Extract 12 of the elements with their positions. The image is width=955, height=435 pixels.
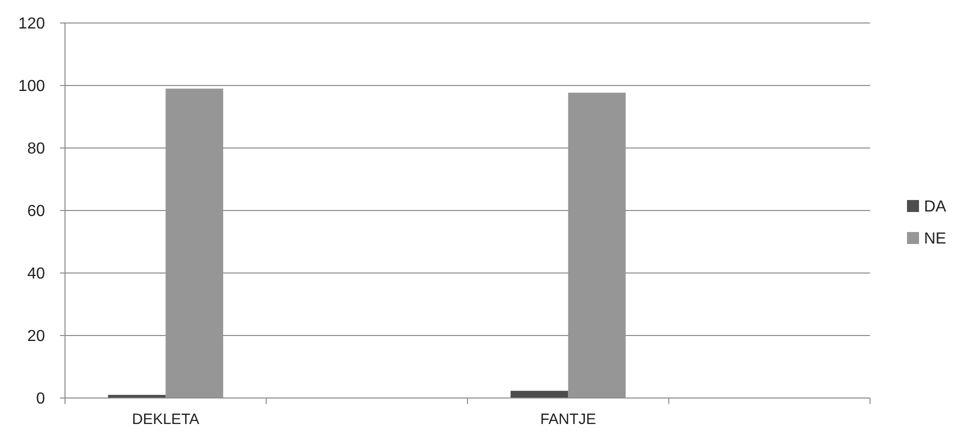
y-tick-label: 60 xyxy=(27,203,46,220)
legend-label: NE xyxy=(924,230,946,248)
y-tick-label: 120 xyxy=(18,16,46,33)
y-tick-label: 100 xyxy=(18,78,46,96)
x-tick-label: FANTJE xyxy=(540,411,596,428)
y-tick-label: 20 xyxy=(27,328,46,346)
y-tick-label: 80 xyxy=(27,140,46,158)
y-tick-label: 0 xyxy=(36,390,46,408)
legend-label: DA xyxy=(924,198,947,216)
y-tick-label: 40 xyxy=(27,266,46,283)
bar xyxy=(510,390,568,398)
x-tick-label: DEKLETA xyxy=(132,411,200,428)
